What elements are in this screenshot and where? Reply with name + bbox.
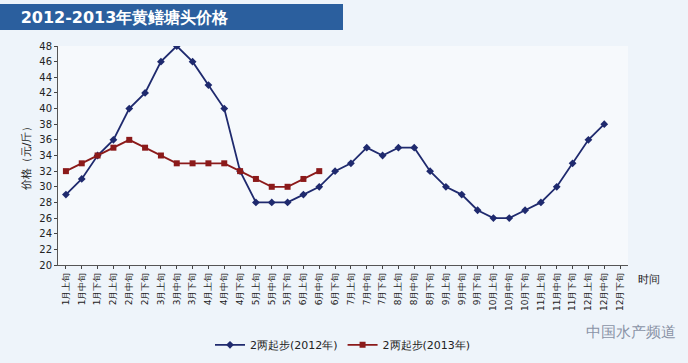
svg-text:1月上旬: 1月上旬: [61, 273, 71, 306]
svg-text:2月上旬: 2月上旬: [108, 273, 118, 306]
svg-text:6月中旬: 6月中旬: [314, 273, 324, 306]
svg-text:11月下旬: 11月下旬: [568, 273, 578, 311]
svg-text:8月下旬: 8月下旬: [425, 273, 435, 306]
svg-text:8月中旬: 8月中旬: [409, 273, 419, 306]
svg-text:26: 26: [39, 213, 52, 224]
svg-text:10月中旬: 10月中旬: [504, 273, 514, 311]
svg-text:2两起步(2012年): 2两起步(2012年): [250, 339, 338, 352]
svg-text:12月下旬: 12月下旬: [615, 273, 625, 311]
svg-text:时间: 时间: [638, 273, 660, 286]
svg-text:46: 46: [39, 56, 52, 67]
svg-text:7月下旬: 7月下旬: [378, 273, 388, 306]
svg-text:38: 38: [39, 119, 52, 130]
svg-text:3月中旬: 3月中旬: [172, 273, 182, 306]
svg-text:12月中旬: 12月中旬: [599, 273, 609, 311]
svg-text:8月上旬: 8月上旬: [393, 273, 403, 306]
svg-text:2012-2013年黄鳝塘头价格: 2012-2013年黄鳝塘头价格: [21, 8, 230, 27]
svg-text:6月上旬: 6月上旬: [298, 273, 308, 306]
svg-text:22: 22: [39, 244, 52, 255]
svg-text:11月中旬: 11月中旬: [552, 273, 562, 311]
svg-text:5月下旬: 5月下旬: [283, 273, 293, 306]
svg-text:10月上旬: 10月上旬: [488, 273, 498, 311]
svg-text:4月上旬: 4月上旬: [203, 273, 213, 306]
svg-text:20: 20: [39, 260, 52, 271]
svg-text:48: 48: [39, 41, 52, 52]
svg-text:4月下旬: 4月下旬: [235, 273, 245, 306]
svg-text:32: 32: [39, 166, 52, 177]
svg-text:9月下旬: 9月下旬: [473, 273, 483, 306]
svg-text:42: 42: [39, 87, 52, 98]
svg-text:3月下旬: 3月下旬: [188, 273, 198, 306]
svg-text:9月中旬: 9月中旬: [457, 273, 467, 306]
svg-text:7月中旬: 7月中旬: [362, 273, 372, 306]
svg-text:5月上旬: 5月上旬: [251, 273, 261, 306]
svg-text:7月上旬: 7月上旬: [346, 273, 356, 306]
svg-text:24: 24: [39, 228, 52, 239]
svg-text:1月中旬: 1月中旬: [77, 273, 87, 306]
svg-text:12月上旬: 12月上旬: [583, 273, 593, 311]
svg-text:中国水产频道: 中国水产频道: [586, 323, 676, 341]
svg-text:6月下旬: 6月下旬: [330, 273, 340, 306]
svg-text:2月下旬: 2月下旬: [140, 273, 150, 306]
svg-text:价格（元/斤）: 价格（元/斤）: [20, 121, 33, 192]
svg-text:44: 44: [39, 72, 52, 83]
svg-text:2月中旬: 2月中旬: [124, 273, 134, 306]
svg-text:28: 28: [39, 197, 52, 208]
svg-text:9月上旬: 9月上旬: [441, 273, 451, 306]
svg-text:1月下旬: 1月下旬: [93, 273, 103, 306]
svg-text:2两起步(2013年): 2两起步(2013年): [383, 339, 471, 352]
svg-text:34: 34: [39, 150, 52, 161]
svg-text:36: 36: [39, 134, 52, 145]
svg-text:30: 30: [39, 181, 52, 192]
svg-text:40: 40: [39, 103, 52, 114]
svg-text:5月中旬: 5月中旬: [267, 273, 277, 306]
svg-text:3月上旬: 3月上旬: [156, 273, 166, 306]
svg-text:4月中旬: 4月中旬: [219, 273, 229, 306]
svg-text:11月上旬: 11月上旬: [536, 273, 546, 311]
svg-text:10月下旬: 10月下旬: [520, 273, 530, 311]
